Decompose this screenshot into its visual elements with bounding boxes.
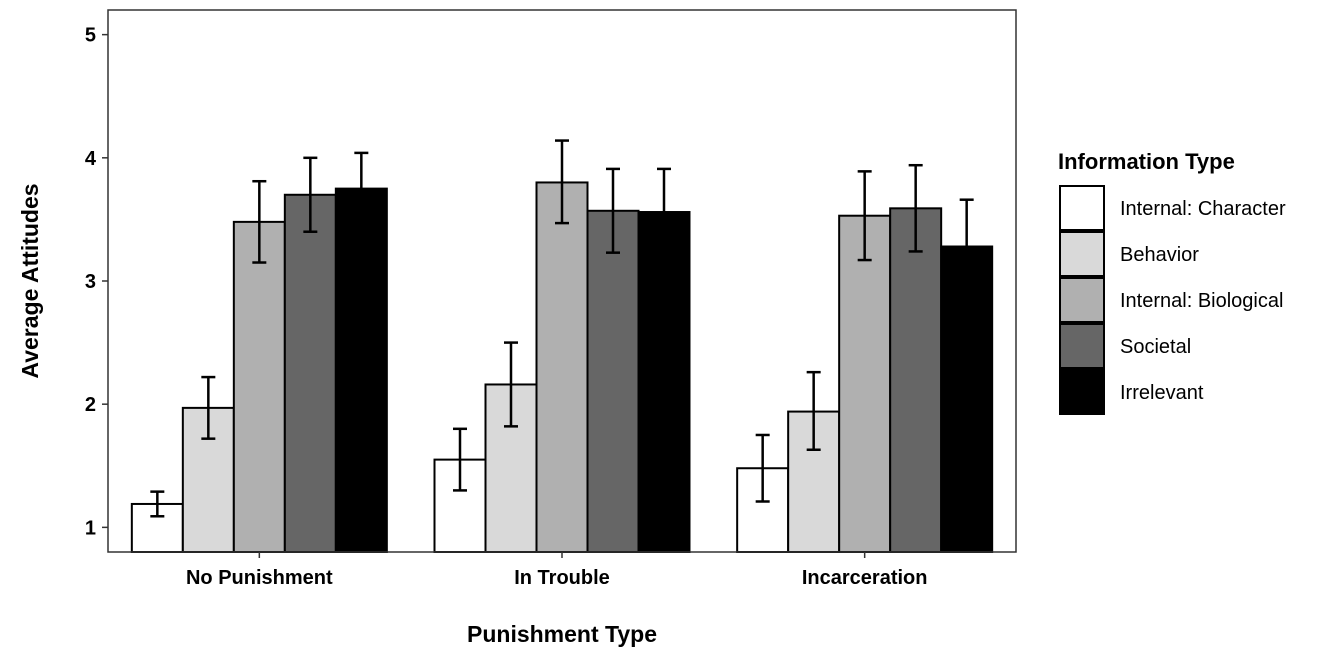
legend-title: Information Type — [1058, 149, 1235, 174]
legend-swatch — [1059, 369, 1105, 415]
legend-item: Societal — [1059, 323, 1191, 369]
y-axis-title: Average Attitudes — [17, 183, 43, 378]
error-bar — [806, 370, 821, 452]
error-bar — [857, 170, 872, 262]
y-tick-label: 5 — [85, 25, 96, 47]
x-tick-label: In Trouble — [514, 567, 610, 589]
y-tick-label: 3 — [85, 271, 96, 293]
bar — [535, 181, 589, 553]
y-axis: 1 2 3 4 5 — [85, 25, 108, 539]
bar — [586, 209, 640, 553]
y-tick-label: 2 — [85, 394, 96, 416]
bars-layer — [130, 181, 994, 554]
legend-swatch — [1059, 231, 1105, 277]
bar — [889, 207, 943, 553]
legend-label: Societal — [1120, 336, 1191, 358]
legend-item: Irrelevant — [1059, 369, 1204, 415]
legend-label: Internal: Biological — [1120, 290, 1283, 312]
x-tick-label: No Punishment — [186, 567, 333, 589]
legend-items: Internal: Character Behavior Internal: Bio… — [1059, 185, 1286, 415]
legend-label: Internal: Character — [1120, 198, 1286, 220]
legend-swatch — [1059, 323, 1105, 369]
error-bar — [354, 151, 369, 226]
error-bar — [657, 167, 671, 257]
legend-label: Irrelevant — [1120, 382, 1204, 404]
error-bar — [201, 375, 216, 440]
bar — [838, 214, 892, 554]
legend-item: Behavior — [1059, 231, 1199, 277]
y-tick-label: 4 — [85, 148, 97, 170]
legend-swatch — [1059, 185, 1105, 231]
error-bar — [303, 156, 318, 233]
error-bar — [555, 139, 569, 225]
y-tick-label: 1 — [85, 517, 96, 539]
legend: Information Type Internal: Character Beha… — [1058, 149, 1286, 415]
legend-item: Internal: Character — [1059, 185, 1286, 231]
error-bar — [908, 163, 923, 253]
error-bar — [606, 167, 620, 254]
x-tick-label: Incarceration — [802, 567, 928, 589]
legend-swatch — [1059, 277, 1105, 323]
error-bar — [150, 490, 165, 518]
error-bar — [252, 179, 267, 264]
bar — [637, 211, 691, 553]
bar — [283, 193, 337, 553]
bar — [334, 187, 388, 553]
error-bar — [755, 433, 770, 503]
x-axis: No Punishment In Trouble Incarceration — [186, 552, 927, 589]
x-axis-title: Punishment Type — [467, 621, 657, 647]
legend-item: Internal: Biological — [1059, 277, 1283, 323]
bar — [232, 220, 286, 553]
error-bar — [453, 427, 467, 492]
error-bars-layer — [150, 139, 974, 518]
legend-label: Behavior — [1120, 244, 1199, 266]
error-bar — [959, 198, 974, 295]
error-bar — [504, 341, 518, 428]
